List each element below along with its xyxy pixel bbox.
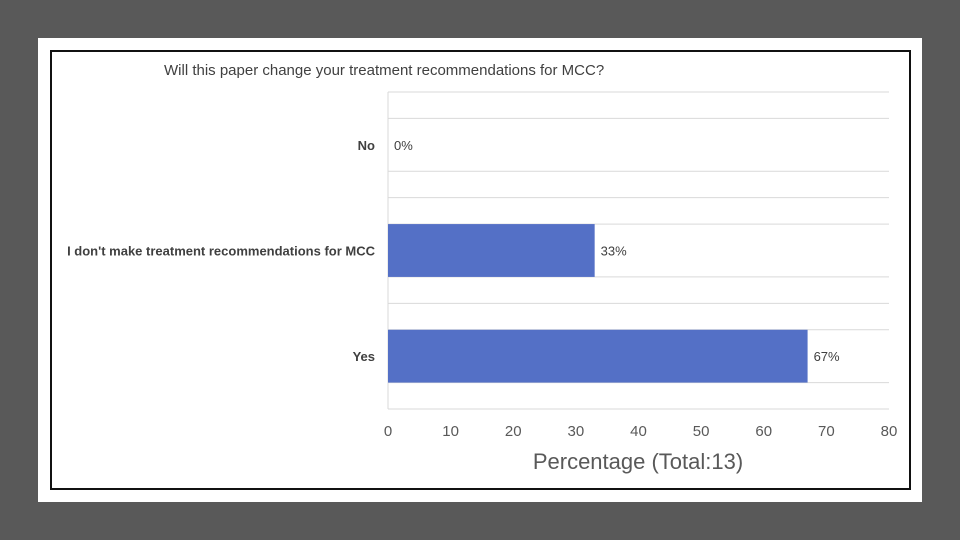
x-tick-label: 50 <box>693 423 710 440</box>
x-tick-label: 30 <box>568 423 585 440</box>
x-tick-labels: 0 10 20 30 40 50 60 70 80 <box>384 423 898 440</box>
category-labels: No I don't make treatment recommendations… <box>67 138 376 364</box>
data-label: 0% <box>394 138 413 153</box>
x-tick-label: 10 <box>442 423 459 440</box>
x-tick-label: 40 <box>630 423 647 440</box>
data-label: 33% <box>601 244 627 259</box>
category-label: I don't make treatment recommendations f… <box>67 244 376 259</box>
x-tick-label: 60 <box>755 423 772 440</box>
category-label: No <box>358 138 375 153</box>
bar <box>388 329 808 383</box>
data-label: 67% <box>814 349 840 364</box>
x-tick-label: 0 <box>384 423 392 440</box>
chart-frame <box>50 50 911 490</box>
data-labels: 0% 33% 67% <box>394 138 840 364</box>
x-tick-label: 20 <box>505 423 522 440</box>
x-tick-label: 80 <box>881 423 898 440</box>
x-tick-label: 70 <box>818 423 835 440</box>
chart-title: Will this paper change your treatment re… <box>164 62 604 79</box>
x-axis-title: Percentage (Total:13) <box>533 449 743 474</box>
bar <box>388 224 595 277</box>
bars <box>388 224 808 383</box>
category-label: Yes <box>353 349 375 364</box>
